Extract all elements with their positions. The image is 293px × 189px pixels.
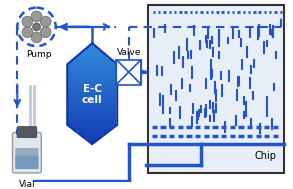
FancyBboxPatch shape: [16, 156, 38, 169]
Text: Chip: Chip: [255, 151, 277, 161]
Text: cell: cell: [82, 95, 103, 105]
Circle shape: [40, 16, 51, 27]
Text: Pump: Pump: [26, 50, 51, 59]
Text: Valve: Valve: [117, 48, 141, 57]
Bar: [116, 60, 141, 84]
Circle shape: [31, 32, 42, 43]
Circle shape: [31, 11, 42, 22]
Circle shape: [22, 27, 33, 37]
FancyBboxPatch shape: [17, 127, 37, 137]
Polygon shape: [116, 60, 129, 84]
Circle shape: [40, 27, 51, 37]
Text: E-C: E-C: [83, 84, 102, 94]
Polygon shape: [129, 60, 141, 84]
Circle shape: [22, 16, 33, 27]
Bar: [148, 5, 284, 173]
Text: Vial: Vial: [18, 180, 35, 189]
FancyBboxPatch shape: [16, 148, 38, 169]
FancyBboxPatch shape: [13, 132, 41, 173]
Circle shape: [33, 23, 40, 31]
